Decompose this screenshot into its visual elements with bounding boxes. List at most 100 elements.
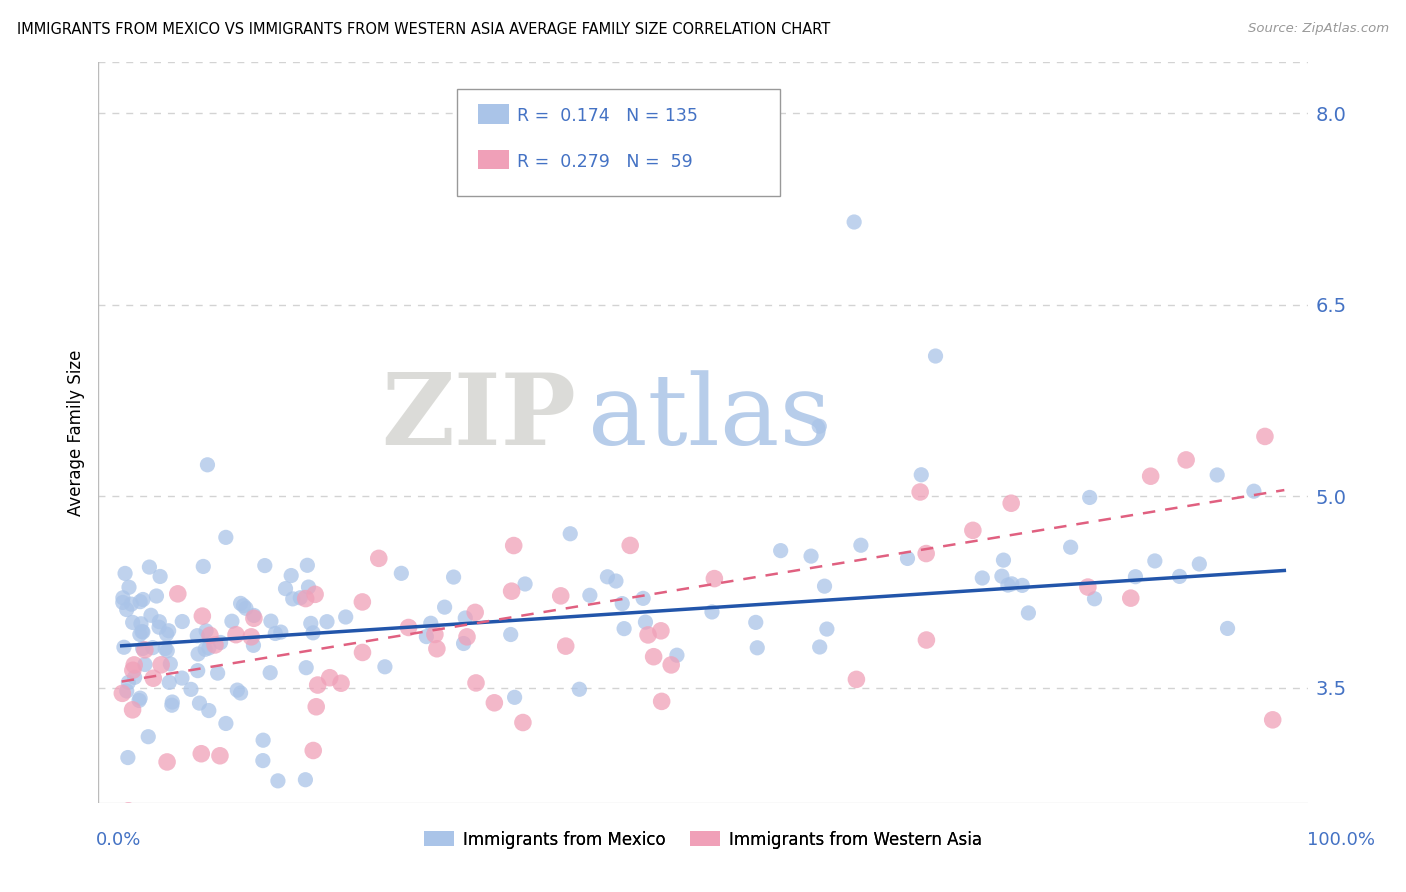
Immigrants from Mexico (153, 641, 176, 656)
Immigrants from Mexico (503, 690, 526, 705)
Immigrants from Mexico (159, 657, 181, 671)
Immigrants from Mexico (631, 591, 654, 606)
Immigrants from Mexico (1206, 467, 1229, 482)
Immigrants from Mexico (252, 733, 274, 747)
Immigrants from Mexico (209, 635, 232, 649)
Immigrants from Mexico (115, 602, 138, 616)
Immigrants from Western Asia (302, 743, 325, 757)
Immigrants from Western Asia (398, 620, 420, 634)
Immigrants from Mexico (111, 595, 134, 609)
Immigrants from Western Asia (243, 611, 266, 625)
Immigrants from Mexico (128, 693, 150, 707)
Immigrants from Western Asia (142, 671, 165, 685)
Text: Source: ZipAtlas.com: Source: ZipAtlas.com (1249, 22, 1389, 36)
Immigrants from Mexico (131, 641, 153, 656)
Immigrants from Mexico (1125, 570, 1147, 584)
Immigrants from Western Asia (305, 699, 328, 714)
Immigrants from Mexico (172, 615, 194, 629)
Immigrants from Western Asia (330, 676, 353, 690)
Immigrants from Mexico (1017, 606, 1039, 620)
Immigrants from Mexico (513, 577, 536, 591)
Immigrants from Mexico (433, 600, 456, 615)
Immigrants from Mexico (389, 566, 412, 581)
Immigrants from Mexico (1059, 540, 1081, 554)
Legend: Immigrants from Mexico, Immigrants from Western Asia: Immigrants from Mexico, Immigrants from … (418, 824, 988, 855)
Immigrants from Mexico (198, 704, 221, 718)
Immigrants from Mexico (129, 616, 152, 631)
Immigrants from Mexico (605, 574, 627, 588)
Immigrants from Mexico (800, 549, 823, 563)
Immigrants from Mexico (374, 660, 396, 674)
Immigrants from Mexico (267, 773, 290, 788)
Immigrants from Mexico (242, 638, 264, 652)
Immigrants from Mexico (128, 627, 150, 641)
Immigrants from Mexico (297, 580, 319, 594)
Immigrants from Mexico (1143, 554, 1166, 568)
Immigrants from Mexico (134, 657, 156, 672)
Immigrants from Western Asia (554, 639, 576, 653)
Immigrants from Western Asia (456, 630, 478, 644)
Immigrants from Mexico (198, 640, 221, 655)
Immigrants from Western Asia (208, 748, 231, 763)
Immigrants from Mexico (568, 682, 591, 697)
Immigrants from Mexico (148, 615, 170, 629)
Immigrants from Mexico (499, 627, 522, 641)
Immigrants from Mexico (157, 624, 180, 638)
Immigrants from Western Asia (484, 696, 506, 710)
Immigrants from Mexico (215, 716, 238, 731)
Immigrants from Mexico (295, 661, 318, 675)
Immigrants from Mexico (195, 624, 218, 638)
Immigrants from Western Asia (915, 633, 938, 648)
Immigrants from Mexico (769, 543, 792, 558)
Immigrants from Mexico (145, 589, 167, 603)
Immigrants from Western Asia (1139, 469, 1161, 483)
Immigrants from Mexico (229, 596, 252, 610)
Immigrants from Western Asia (1254, 429, 1277, 443)
Immigrants from Mexico (910, 467, 932, 482)
Immigrants from Mexico (745, 615, 768, 630)
Immigrants from Mexico (129, 691, 152, 706)
Immigrants from Mexico (186, 629, 208, 643)
Immigrants from Mexico (226, 683, 249, 698)
Text: R =  0.279   N =  59: R = 0.279 N = 59 (517, 153, 693, 170)
Immigrants from Mexico (700, 605, 723, 619)
Immigrants from Western Asia (121, 663, 143, 677)
Immigrants from Mexico (335, 610, 357, 624)
Text: IMMIGRANTS FROM MEXICO VS IMMIGRANTS FROM WESTERN ASIA AVERAGE FAMILY SIZE CORRE: IMMIGRANTS FROM MEXICO VS IMMIGRANTS FRO… (17, 22, 830, 37)
Immigrants from Mexico (136, 730, 159, 744)
Immigrants from Mexico (193, 559, 215, 574)
Immigrants from Western Asia (464, 606, 486, 620)
Immigrants from Western Asia (915, 547, 938, 561)
Immigrants from Mexico (197, 458, 219, 472)
Immigrants from Western Asia (659, 657, 682, 672)
Immigrants from Western Asia (650, 624, 672, 638)
Immigrants from Mexico (131, 624, 153, 639)
Immigrants from Western Asia (512, 715, 534, 730)
Immigrants from Western Asia (501, 584, 523, 599)
Immigrants from Western Asia (352, 645, 374, 659)
Immigrants from Mexico (215, 530, 238, 544)
Immigrants from Mexico (142, 640, 165, 655)
Immigrants from Western Asia (150, 657, 173, 672)
Immigrants from Mexico (993, 553, 1015, 567)
Immigrants from Mexico (115, 684, 138, 698)
Immigrants from Western Asia (703, 572, 725, 586)
Immigrants from Mexico (124, 670, 146, 684)
Immigrants from Mexico (157, 675, 180, 690)
Immigrants from Mexico (997, 578, 1019, 592)
Immigrants from Mexico (118, 580, 141, 594)
Immigrants from Western Asia (908, 485, 931, 500)
Immigrants from Western Asia (121, 703, 143, 717)
Immigrants from Mexico (148, 620, 170, 634)
Immigrants from Mexico (634, 615, 657, 629)
Text: 100.0%: 100.0% (1308, 831, 1375, 849)
Immigrants from Western Asia (651, 694, 673, 708)
Immigrants from Western Asia (156, 755, 179, 769)
Immigrants from Mexico (419, 616, 441, 631)
Immigrants from Western Asia (240, 630, 263, 644)
Immigrants from Mexico (613, 622, 636, 636)
Immigrants from Mexico (454, 611, 477, 625)
Immigrants from Mexico (111, 591, 134, 605)
Immigrants from Mexico (808, 640, 831, 654)
Immigrants from Mexico (815, 622, 838, 636)
